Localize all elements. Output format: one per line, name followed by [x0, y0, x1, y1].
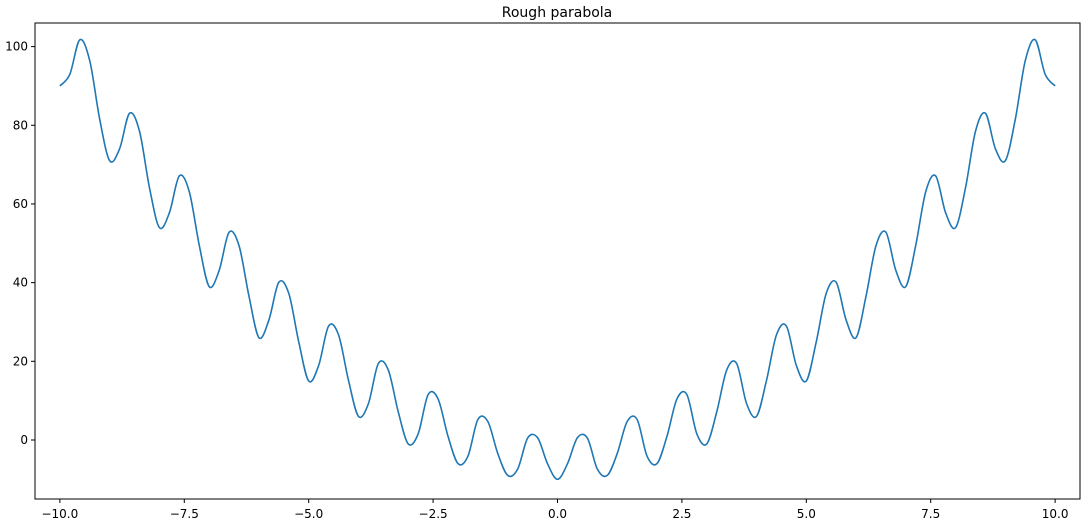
x-tick-label: −2.5	[419, 507, 448, 521]
chart-title: Rough parabola	[502, 5, 612, 21]
x-tick-label: −7.5	[170, 507, 199, 521]
series-line	[59, 38, 1056, 481]
y-axis: 0 20 40 60 80 100	[5, 40, 35, 447]
y-tick-label: 100	[5, 40, 28, 54]
x-tick-label: 7.5	[921, 507, 940, 521]
x-tick-label: −10.0	[41, 507, 78, 521]
x-tick-label: −5.0	[294, 507, 323, 521]
x-tick-label: 0.0	[548, 507, 567, 521]
axes-frame	[34, 22, 1081, 500]
y-tick-label: 60	[13, 197, 28, 211]
x-tick-label: 2.5	[672, 507, 691, 521]
y-tick-label: 0	[20, 433, 28, 447]
y-tick-label: 40	[13, 276, 28, 290]
x-tick-label: 5.0	[797, 507, 816, 521]
x-axis: −10.0 −7.5 −5.0 −2.5 0.0 2.5 5.0 7.5 10.0	[41, 499, 1068, 521]
y-tick-label: 20	[13, 354, 28, 368]
y-tick-label: 80	[13, 118, 28, 132]
x-tick-label: 10.0	[1042, 507, 1069, 521]
